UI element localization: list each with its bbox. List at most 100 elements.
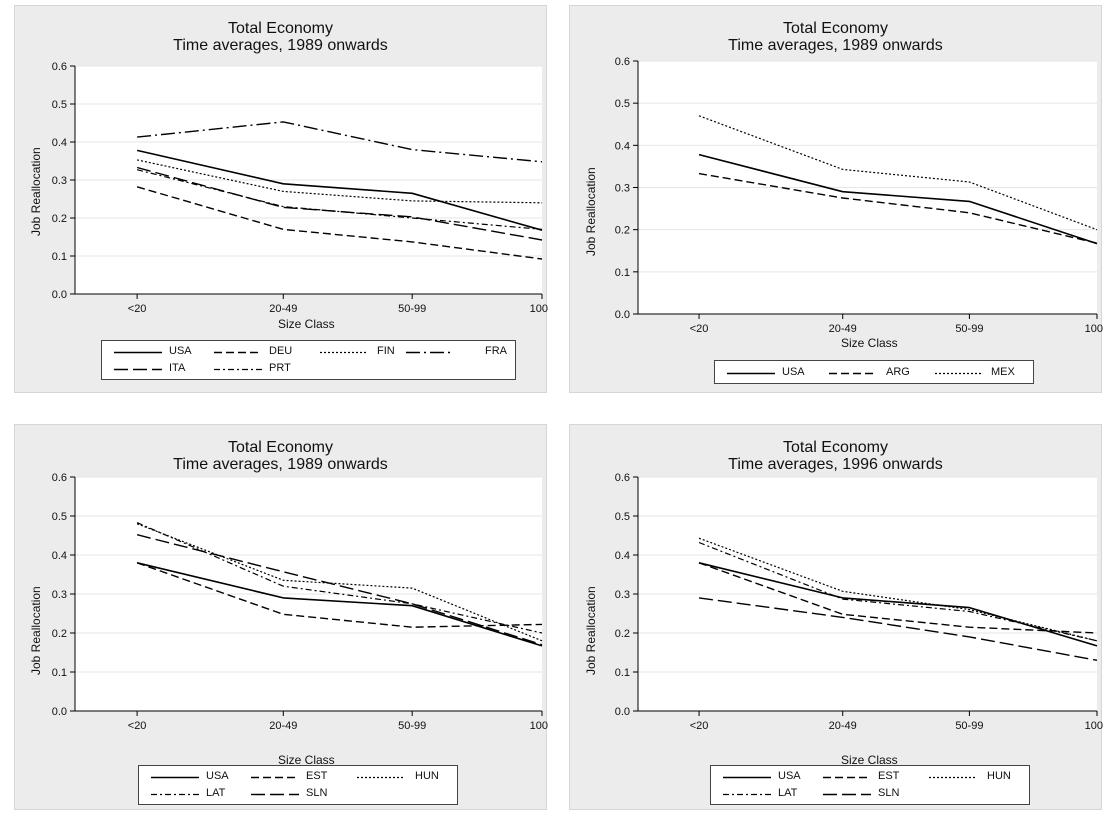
x-axis-label: Size Class	[278, 317, 335, 331]
legend-label: SLN	[306, 787, 328, 799]
chart-subtitle: Time averages, 1996 onwards	[728, 456, 943, 473]
series-line-lat	[136, 522, 543, 634]
chart-panel-3: Total Economy Time averages, 1989 onward…	[14, 424, 548, 810]
series-line-est	[698, 562, 1098, 634]
y-tick-label: 0.3	[52, 589, 67, 601]
legend-label: LAT	[778, 787, 798, 799]
series-line-usa	[698, 153, 1098, 245]
chart-subtitle: Time averages, 1989 onwards	[173, 456, 388, 473]
series-line-usa	[136, 149, 543, 231]
series-line-prt	[136, 169, 543, 230]
x-tick-label: 100+	[1085, 720, 1103, 732]
legend-label: DEU	[269, 345, 293, 357]
series-line-deu	[136, 186, 543, 260]
y-tick-label: 0.5	[615, 511, 630, 523]
y-tick-label: 0.1	[615, 267, 630, 279]
x-tick-label: 20-49	[269, 303, 297, 315]
y-tick-label: 0.1	[52, 251, 67, 263]
legend-label: SLN	[878, 787, 900, 799]
x-tick-label: 20-49	[829, 720, 857, 732]
x-tick-label: 100+	[530, 303, 548, 315]
x-tick-label: 50-99	[955, 720, 983, 732]
series-line-mex	[698, 115, 1098, 231]
chart-title: Total Economy	[783, 439, 888, 456]
legend-label: ITA	[169, 362, 186, 374]
legend-label: HUN	[415, 770, 439, 782]
x-axis-label: Size Class	[841, 753, 898, 767]
y-tick-label: 0.2	[615, 225, 630, 237]
legend-label: USA	[782, 366, 805, 378]
y-tick-label: 0.3	[615, 183, 630, 195]
chart-title: Total Economy	[228, 20, 333, 37]
y-tick-label: 0.5	[52, 99, 67, 111]
y-tick-label: 0.0	[52, 706, 67, 718]
y-tick-label: 0.4	[615, 140, 630, 152]
y-tick-label: 0.2	[615, 628, 630, 640]
line-plot: 0.0 0.1 0.2 0.3 0.4 0.5 0.6 <20 20-49 50-99 100+	[52, 472, 548, 732]
y-tick-label: 0.3	[52, 175, 67, 187]
x-tick-label: <20	[690, 323, 709, 335]
chart-title: Total Economy	[228, 439, 333, 456]
y-tick-label: 0.1	[615, 667, 630, 679]
legend: USA DEU FIN FRA ITA PRT	[101, 340, 516, 380]
legend-label: HUN	[987, 770, 1011, 782]
x-tick-label: 20-49	[269, 720, 297, 732]
chart-panel-2: Total Economy Time averages, 1989 onward…	[569, 5, 1103, 393]
legend: USA EST HUN LAT SLN	[710, 765, 1030, 805]
y-tick-label: 0.6	[52, 61, 67, 73]
legend-label: USA	[206, 770, 229, 782]
y-tick-label: 0.4	[52, 137, 67, 149]
y-tick-label: 0.0	[615, 706, 630, 718]
series-line-sln	[698, 597, 1098, 661]
line-plot: 0.0 0.1 0.2 0.3 0.4 0.5 0.6 <20 20-49 50-99 100+	[52, 61, 548, 315]
y-tick-label: 0.3	[615, 589, 630, 601]
y-tick-label: 0.0	[615, 309, 630, 321]
legend-label: USA	[169, 345, 192, 357]
legend-label: ARG	[886, 366, 910, 378]
line-plot: 0.0 0.1 0.2 0.3 0.4 0.5 0.6 <20 20-49 50-99 100+	[615, 56, 1103, 335]
series-line-hun	[698, 537, 1098, 642]
x-tick-label: 50-99	[955, 323, 983, 335]
y-tick-label: 0.6	[52, 472, 67, 484]
y-tick-label: 0.6	[615, 56, 630, 68]
y-tick-label: 0.4	[52, 550, 67, 562]
legend-label: FRA	[485, 345, 507, 357]
series-line-hun	[136, 523, 543, 642]
x-tick-label: <20	[128, 303, 147, 315]
series-line-arg	[698, 172, 1098, 244]
y-tick-label: 0.2	[52, 628, 67, 640]
series-line-fra	[137, 121, 543, 163]
x-tick-label: <20	[128, 720, 147, 732]
y-tick-label: 0.4	[615, 550, 630, 562]
legend-label: EST	[306, 770, 328, 782]
y-tick-label: 0.5	[615, 98, 630, 110]
series-line-sln	[136, 534, 543, 646]
x-tick-label: 100+	[1085, 323, 1103, 335]
legend-label: USA	[778, 770, 801, 782]
series-line-usa	[698, 562, 1098, 647]
legend: USA ARG MEX	[714, 360, 1034, 384]
chart-panel-4: Total Economy Time averages, 1996 onward…	[569, 424, 1103, 810]
y-tick-label: 0.2	[52, 213, 67, 225]
x-tick-label: 50-99	[398, 720, 426, 732]
legend: USA EST HUN LAT SLN	[138, 765, 458, 805]
chart-panel-1: Total Economy Time averages, 1989 onward…	[14, 5, 548, 393]
x-axis-label: Size Class	[841, 336, 898, 350]
legend-label: MEX	[991, 366, 1015, 378]
legend-label: LAT	[206, 787, 226, 799]
y-tick-label: 0.1	[52, 667, 67, 679]
x-tick-label: 20-49	[829, 323, 857, 335]
line-plot: 0.0 0.1 0.2 0.3 0.4 0.5 0.6 <20 20-49 50-99 100+	[615, 472, 1103, 732]
y-tick-label: 0.6	[615, 472, 630, 484]
chart-subtitle: Time averages, 1989 onwards	[173, 37, 388, 54]
series-line-est	[136, 562, 543, 628]
x-axis-label: Size Class	[278, 753, 335, 767]
legend-label: EST	[878, 770, 900, 782]
chart-subtitle: Time averages, 1989 onwards	[728, 37, 943, 54]
x-tick-label: 100+	[530, 720, 548, 732]
y-tick-label: 0.5	[52, 511, 67, 523]
y-tick-label: 0.0	[52, 289, 67, 301]
x-tick-label: 50-99	[398, 303, 426, 315]
legend-label: FIN	[377, 345, 395, 357]
legend-label: PRT	[269, 362, 291, 374]
